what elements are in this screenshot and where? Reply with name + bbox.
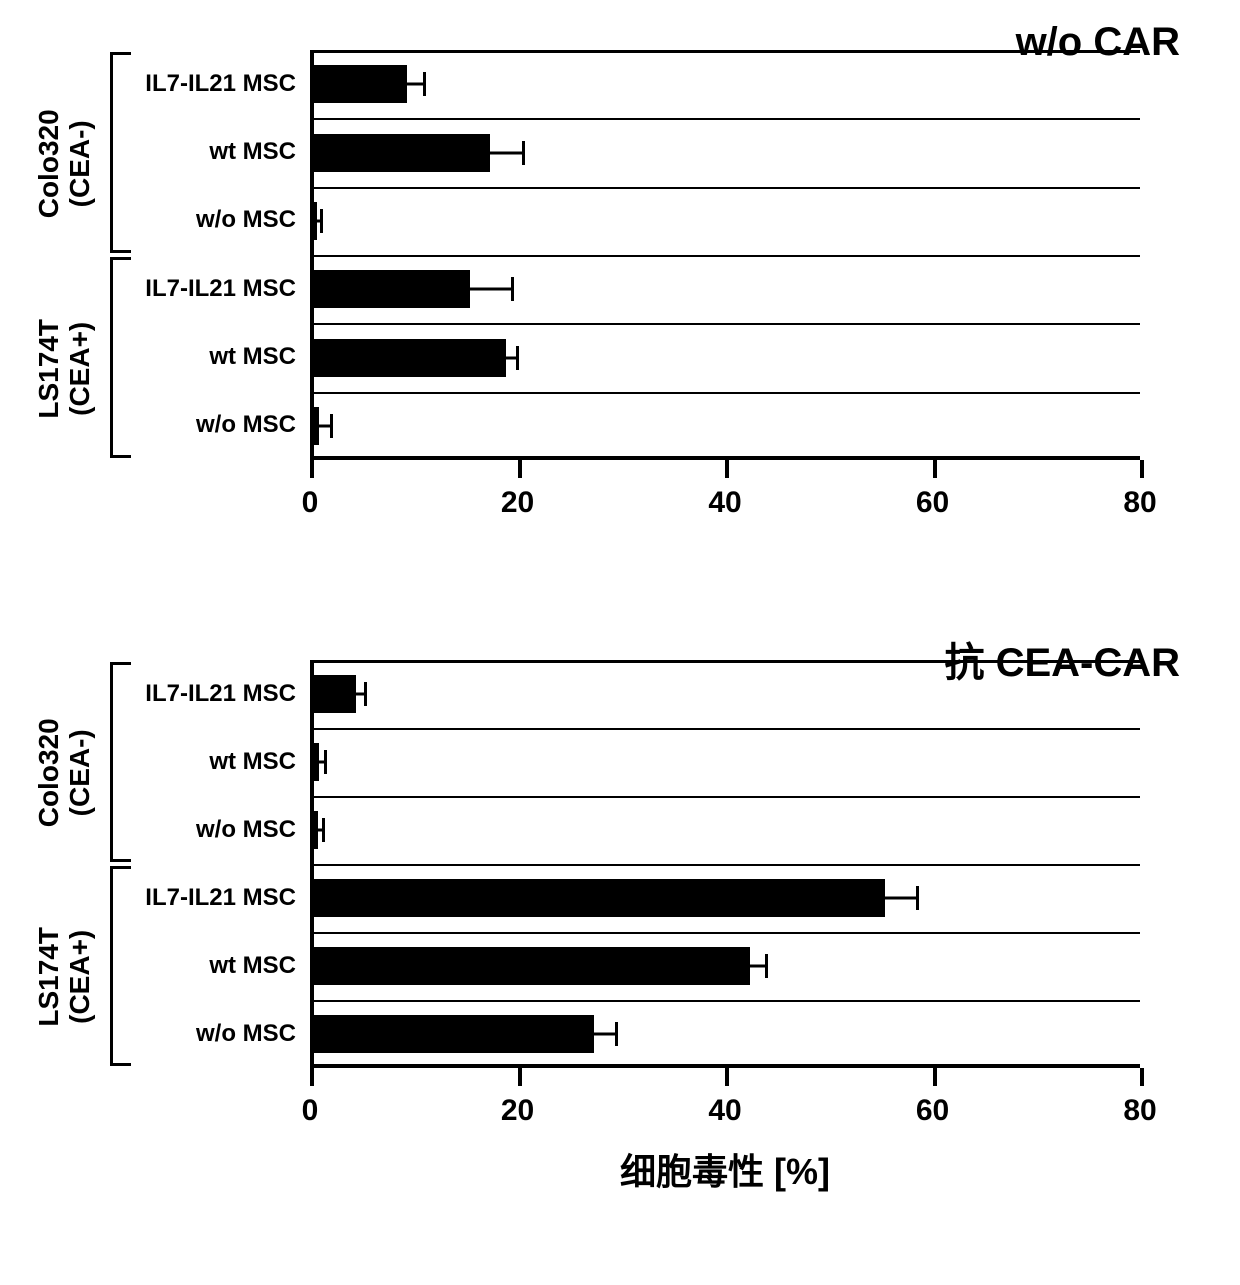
bar	[314, 1015, 594, 1053]
error-cap	[615, 1022, 618, 1046]
bar	[314, 879, 885, 917]
group-bracket-colo320	[110, 52, 113, 253]
x-tick-label: 20	[501, 486, 534, 520]
x-axis-title: 细胞毒性 [%]	[620, 1143, 830, 1195]
chart-panel-wo-car: w/o CAR Colo320 (CEA-) LS174T (CEA+) IL7…	[0, 20, 1240, 580]
x-tick-label: 40	[708, 486, 741, 520]
error-cap	[330, 414, 333, 438]
error-cap	[364, 682, 367, 706]
error-cap	[511, 277, 514, 301]
error-cap	[765, 954, 768, 978]
row-separator	[310, 118, 1140, 120]
row-label: IL7-IL21 MSC	[145, 884, 310, 912]
frame-top-line	[310, 660, 1140, 663]
bar	[314, 134, 490, 172]
error-stem	[750, 965, 766, 968]
group-label-colo320: Colo320 (CEA-)	[34, 673, 96, 873]
group-label-ls174t: LS174T (CEA+)	[34, 268, 96, 468]
row-label: IL7-IL21 MSC	[145, 275, 310, 303]
error-stem	[356, 693, 364, 696]
frame-top-line	[310, 50, 1140, 53]
x-tick-label: 80	[1123, 486, 1156, 520]
bar	[314, 65, 407, 103]
x-tick	[725, 460, 729, 478]
error-cap	[516, 346, 519, 370]
row-label: wt MSC	[209, 748, 310, 776]
bar	[314, 270, 470, 308]
x-tick-label: 0	[302, 1094, 319, 1128]
error-stem	[490, 151, 521, 154]
row-label: wt MSC	[209, 343, 310, 371]
plot-frame: IL7-IL21 MSC wt MSC w/o MSC IL7-IL21 MSC	[310, 660, 1140, 1068]
row-label: wt MSC	[209, 952, 310, 980]
group-label-ls174t: LS174T (CEA+)	[34, 877, 96, 1077]
row-separator	[310, 392, 1140, 394]
row-separator	[310, 796, 1140, 798]
row-label: wt MSC	[209, 138, 310, 166]
row-separator	[310, 1000, 1140, 1002]
x-tick	[1140, 460, 1144, 478]
bar	[314, 339, 506, 377]
plot-frame: IL7-IL21 MSC wt MSC w/o MSC IL7-IL21 MSC	[310, 50, 1140, 460]
row-separator	[310, 323, 1140, 325]
x-tick	[933, 460, 937, 478]
error-stem	[885, 897, 916, 900]
x-tick-label: 0	[302, 486, 319, 520]
row-separator	[310, 187, 1140, 189]
x-tick	[933, 1068, 937, 1086]
error-cap	[324, 750, 327, 774]
error-stem	[594, 1033, 615, 1036]
x-tick-label: 20	[501, 1094, 534, 1128]
row-separator	[310, 255, 1140, 257]
error-stem	[506, 356, 516, 359]
bar	[314, 947, 750, 985]
error-cap	[522, 141, 525, 165]
bar	[314, 675, 356, 713]
row-label: IL7-IL21 MSC	[145, 680, 310, 708]
x-tick	[518, 1068, 522, 1086]
row-separator	[310, 864, 1140, 866]
x-tick	[1140, 1068, 1144, 1086]
error-cap	[320, 209, 323, 233]
page: w/o CAR Colo320 (CEA-) LS174T (CEA+) IL7…	[0, 0, 1240, 1285]
x-tick-label: 40	[708, 1094, 741, 1128]
row-separator	[310, 728, 1140, 730]
row-label: w/o MSC	[196, 411, 310, 439]
x-tick	[310, 1068, 314, 1086]
error-cap	[322, 818, 325, 842]
error-stem	[319, 424, 329, 427]
x-tick-label: 60	[916, 1094, 949, 1128]
x-tick	[310, 460, 314, 478]
x-tick	[725, 1068, 729, 1086]
row-label: IL7-IL21 MSC	[145, 70, 310, 98]
x-tick	[518, 460, 522, 478]
group-bracket-ls174t	[110, 866, 113, 1066]
group-label-colo320: Colo320 (CEA-)	[34, 63, 96, 263]
row-label: w/o MSC	[196, 816, 310, 844]
chart-panel-anti-cea-car: 抗 CEA-CAR Colo320 (CEA-) LS174T (CEA+) I…	[0, 630, 1240, 1260]
row-label: w/o MSC	[196, 206, 310, 234]
error-cap	[916, 886, 919, 910]
error-cap	[423, 72, 426, 96]
group-bracket-colo320	[110, 662, 113, 862]
x-tick-label: 60	[916, 486, 949, 520]
x-tick-label: 80	[1123, 1094, 1156, 1128]
group-bracket-ls174t	[110, 257, 113, 458]
error-stem	[470, 288, 512, 291]
row-separator	[310, 932, 1140, 934]
row-label: w/o MSC	[196, 1020, 310, 1048]
error-stem	[407, 83, 423, 86]
